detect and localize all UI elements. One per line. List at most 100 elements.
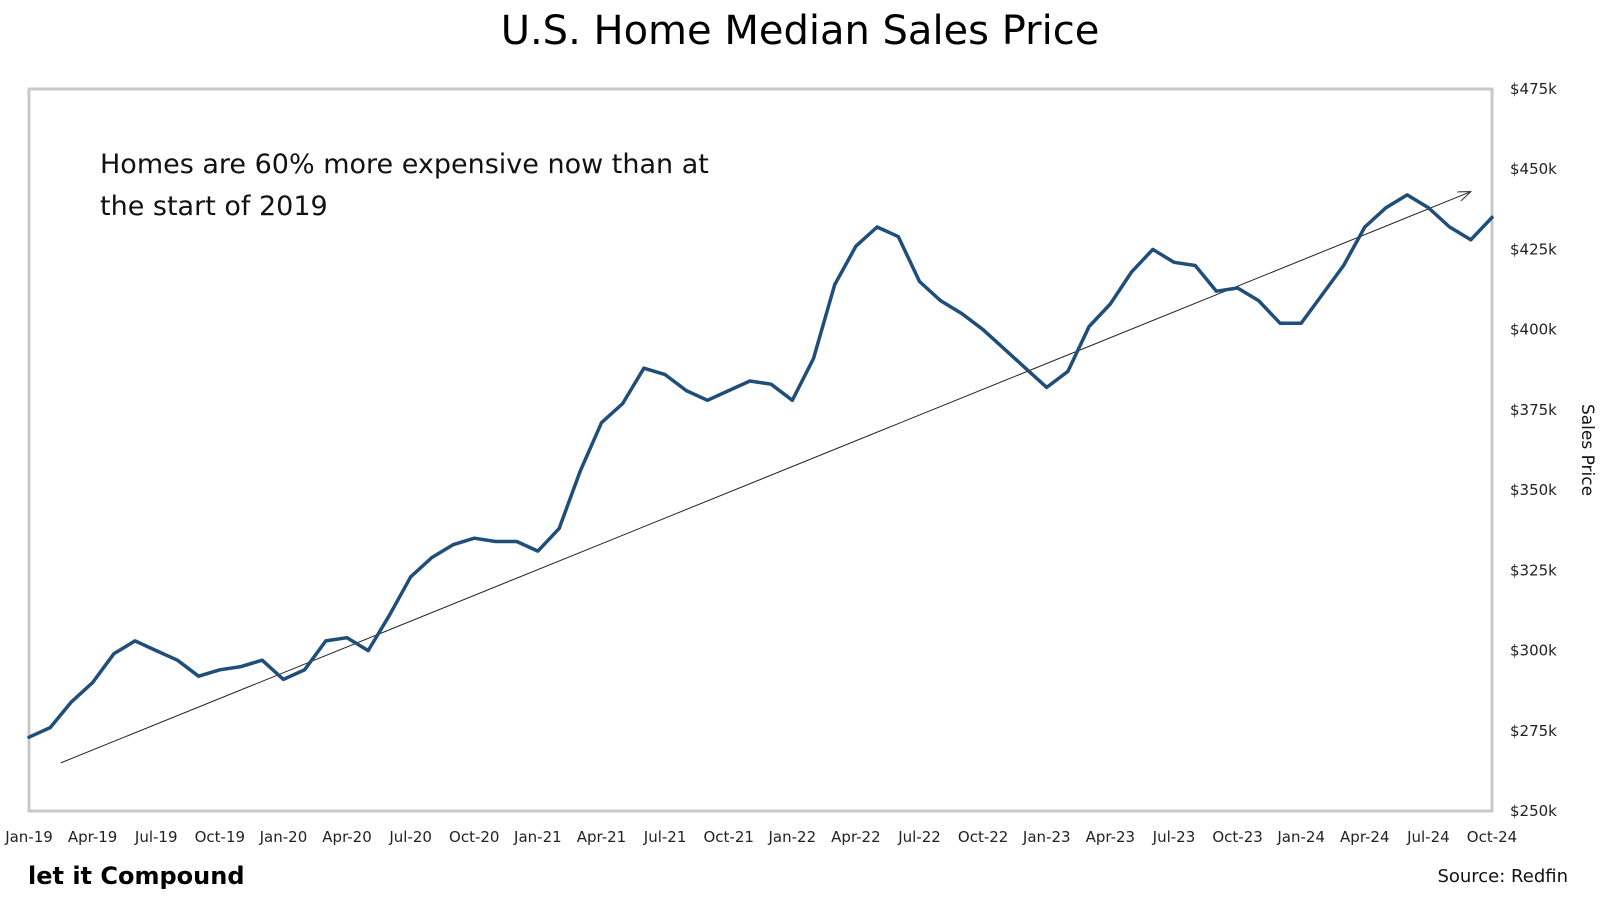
data-point: [451, 543, 455, 547]
data-point: [812, 357, 816, 361]
y-tick-label: $350k: [1510, 481, 1557, 499]
annotation-line-2: the start of 2019: [100, 191, 328, 222]
data-point: [1342, 263, 1346, 267]
data-point: [1130, 270, 1134, 274]
x-tick-label: Jan-20: [259, 828, 308, 846]
data-point: [1214, 289, 1218, 293]
data-point: [27, 735, 31, 739]
data-point: [536, 549, 540, 553]
data-point: [345, 636, 349, 640]
y-tick-label: $375k: [1510, 401, 1557, 419]
data-point: [1426, 206, 1430, 210]
data-point: [790, 398, 794, 402]
data-point: [1363, 225, 1367, 229]
y-tick-label: $450k: [1510, 160, 1557, 178]
data-point: [303, 668, 307, 672]
x-tick-label: Oct-23: [1212, 828, 1262, 846]
data-point: [939, 299, 943, 303]
data-point: [705, 398, 709, 402]
data-point: [48, 726, 52, 730]
data-point: [960, 312, 964, 316]
data-point: [981, 328, 985, 332]
data-point: [557, 527, 561, 531]
data-point: [112, 652, 116, 656]
data-point: [599, 421, 603, 425]
data-point: [1448, 225, 1452, 229]
data-point: [1087, 324, 1091, 328]
x-tick-label: Oct-22: [958, 828, 1008, 846]
data-point: [366, 649, 370, 653]
x-tick-label: Oct-21: [703, 828, 753, 846]
data-point: [1024, 366, 1028, 370]
data-point: [472, 536, 476, 540]
source-note: Source: Redfin: [1437, 866, 1568, 887]
x-tick-label: Jan-21: [513, 828, 562, 846]
data-point: [727, 389, 731, 393]
x-tick-label: Jan-19: [4, 828, 53, 846]
x-tick-label: Jul-19: [134, 828, 178, 846]
x-tick-label: Apr-20: [322, 828, 372, 846]
data-point: [515, 539, 519, 543]
data-point: [621, 401, 625, 405]
brand-logo: let it Compound: [28, 862, 245, 890]
y-tick-label: $250k: [1510, 802, 1557, 820]
y-axis: $250k $275k $300k $325k $350k $375k $400k $425k…: [1510, 80, 1557, 820]
data-point: [218, 668, 222, 672]
data-point: [578, 469, 582, 473]
x-tick-label: Jan-24: [1276, 828, 1325, 846]
data-point: [1236, 286, 1240, 290]
y-tick-label: $275k: [1510, 722, 1557, 740]
data-point: [1002, 347, 1006, 351]
x-tick-label: Jan-22: [767, 828, 816, 846]
data-point: [1299, 321, 1303, 325]
x-tick-label: Apr-19: [68, 828, 118, 846]
data-point: [1490, 215, 1494, 219]
x-tick-label: Jul-21: [643, 828, 687, 846]
data-point: [387, 613, 391, 617]
data-point: [1045, 385, 1049, 389]
data-point: [409, 575, 413, 579]
data-point: [281, 677, 285, 681]
data-point: [748, 379, 752, 383]
data-point: [69, 700, 73, 704]
data-point: [91, 681, 95, 685]
data-point: [854, 244, 858, 248]
data-point: [875, 225, 879, 229]
data-point: [896, 235, 900, 239]
data-point: [175, 658, 179, 662]
data-point: [1278, 321, 1282, 325]
y-tick-label: $400k: [1510, 321, 1557, 339]
data-point: [493, 539, 497, 543]
data-point: [1151, 247, 1155, 251]
x-tick-label: Oct-20: [449, 828, 499, 846]
data-point: [1193, 263, 1197, 267]
data-point: [1384, 206, 1388, 210]
annotation-line-1: Homes are 60% more expensive now than at: [100, 149, 709, 180]
data-point: [1405, 193, 1409, 197]
y-axis-title: Sales Price: [1577, 404, 1597, 496]
data-point: [133, 639, 137, 643]
x-tick-label: Jul-20: [388, 828, 432, 846]
data-point: [769, 382, 773, 386]
data-point: [642, 366, 646, 370]
data-point: [1066, 369, 1070, 373]
x-tick-label: Oct-19: [195, 828, 245, 846]
x-tick-label: Apr-24: [1340, 828, 1390, 846]
data-point: [1469, 238, 1473, 242]
x-axis: Jan-19 Apr-19 Jul-19 Oct-19 Jan-20 Apr-20 Jul-…: [4, 828, 1517, 846]
y-tick-label: $300k: [1510, 642, 1557, 660]
x-tick-label: Apr-22: [831, 828, 881, 846]
data-point: [1172, 260, 1176, 264]
data-point: [1108, 302, 1112, 306]
x-tick-label: Apr-21: [577, 828, 627, 846]
plot-frame: [27, 87, 1494, 813]
data-point: [154, 649, 158, 653]
series-line: [27, 193, 1494, 739]
x-tick-label: Jul-24: [1406, 828, 1450, 846]
series-points: [27, 193, 1494, 739]
x-tick-label: Apr-23: [1086, 828, 1136, 846]
data-point: [663, 373, 667, 377]
data-point: [239, 665, 243, 669]
y-tick-label: $475k: [1510, 80, 1557, 98]
